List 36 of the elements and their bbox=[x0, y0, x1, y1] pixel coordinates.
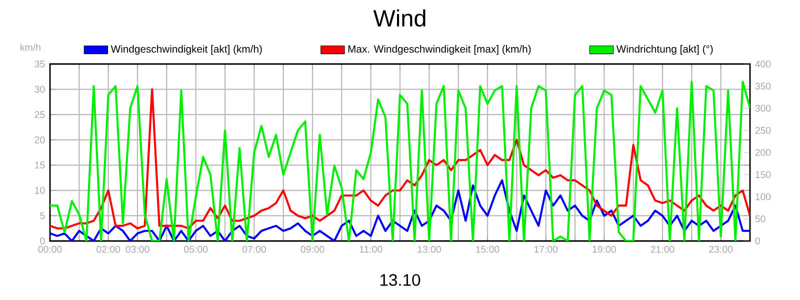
y2-tick-label: 200 bbox=[755, 149, 771, 156]
x-tick-label: 00:00 bbox=[38, 246, 62, 253]
x-axis-title: 13.10 bbox=[380, 274, 420, 286]
legend-label: Windrichtung [akt] (°) bbox=[616, 45, 713, 55]
y-axis-title: km/h bbox=[20, 44, 40, 51]
x-tick-label: 13:00 bbox=[418, 246, 441, 253]
chart-title: Wind bbox=[373, 9, 426, 27]
x-tick-label: 05:00 bbox=[184, 246, 208, 253]
x-tick-label: 21:00 bbox=[650, 246, 674, 253]
x-tick-label: 07:00 bbox=[242, 246, 266, 253]
y-tick-label: 25 bbox=[34, 111, 45, 118]
y-tick-label: 10 bbox=[35, 187, 45, 194]
x-tick-label: 03:00 bbox=[126, 246, 150, 253]
x-tick-label: 17:00 bbox=[534, 246, 558, 253]
y2-tick-label: 250 bbox=[755, 126, 771, 134]
y2-tick-label: 50 bbox=[755, 215, 766, 222]
x-tick-label: 11:00 bbox=[360, 246, 382, 253]
y2-tick-label: 150 bbox=[756, 171, 771, 178]
x-tick-label: 15:00 bbox=[476, 246, 500, 253]
y2-tick-label: 400 bbox=[755, 60, 771, 68]
x-tick-label: 09:00 bbox=[300, 246, 324, 253]
y-tick-label: 5 bbox=[40, 212, 45, 220]
y-tick-label: 35 bbox=[34, 60, 45, 68]
legend-label: Max. Windgeschwindigkeit [max] (km/h) bbox=[348, 45, 531, 55]
y-tick-label: 30 bbox=[34, 86, 45, 93]
y2-tick-label: 0 bbox=[755, 238, 760, 244]
y-tick-label: 20 bbox=[34, 136, 45, 144]
y2-tick-label: 350 bbox=[755, 82, 771, 90]
y-tick-label: 0 bbox=[40, 238, 45, 244]
y2-tick-label: 100 bbox=[756, 193, 771, 200]
x-tick-label: 02:00 bbox=[96, 246, 120, 253]
x-tick-label: 19:00 bbox=[592, 246, 616, 253]
y2-tick-label: 300 bbox=[755, 104, 771, 112]
x-tick-label: 23:00 bbox=[709, 246, 733, 253]
y-tick-label: 15 bbox=[35, 162, 45, 169]
legend-label: Windgeschwindigkeit [akt] (km/h) bbox=[110, 45, 262, 55]
